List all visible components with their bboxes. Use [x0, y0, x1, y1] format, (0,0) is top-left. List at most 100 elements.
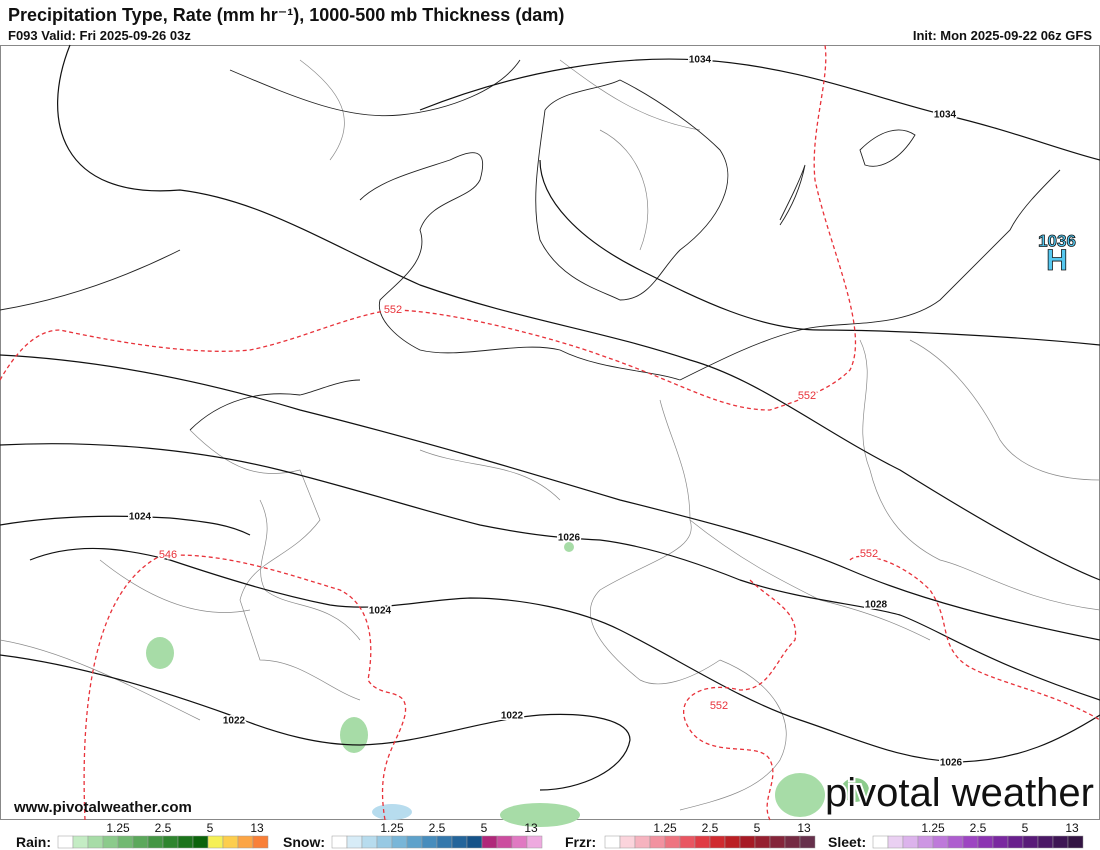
legend-swatch: [451, 835, 468, 849]
legend-tick: 1.25: [653, 821, 677, 835]
isobar: [419, 58, 1100, 161]
coastlines: [0, 59, 1061, 431]
valid-time: F093 Valid: Fri 2025-09-26 03z: [8, 28, 191, 43]
isobar: [539, 159, 1100, 346]
legend-swatch: [177, 835, 194, 849]
coastline: [0, 59, 521, 311]
legend-swatch: [932, 835, 949, 849]
thickness-line: [849, 555, 1100, 721]
legend-swatch: [784, 835, 801, 849]
thickness-line: [83, 554, 407, 821]
legend-swatch: [1052, 835, 1069, 849]
legend-swatch: [466, 835, 483, 849]
legend-swatch: [496, 835, 513, 849]
coastline: [189, 379, 361, 431]
legend-tick: 1.25: [921, 821, 945, 835]
coastline: [359, 152, 681, 381]
legend-tick: 2.5: [429, 821, 446, 835]
legend-swatch: [887, 835, 904, 849]
legend-label: Frzr:: [565, 834, 596, 850]
legend-label: Sleet:: [828, 834, 866, 850]
legend-label: Snow:: [283, 834, 325, 850]
watermark-url: www.pivotalweather.com: [13, 799, 192, 816]
legend-swatch: [162, 835, 179, 849]
precipitation: [146, 542, 869, 827]
legend-swatch: [102, 835, 119, 849]
legend-swatch: [1007, 835, 1024, 849]
rain-area: [841, 778, 869, 802]
rain-area: [146, 637, 174, 669]
legend-swatch: [917, 835, 934, 849]
coastline: [535, 79, 729, 301]
legend-swatch: [992, 835, 1009, 849]
legend-swatch: [331, 835, 348, 849]
pressure-label: 1026: [940, 758, 963, 769]
legend-swatch: [977, 835, 994, 849]
border: [859, 339, 1100, 611]
legend-label: Rain:: [16, 834, 51, 850]
isobar: [0, 354, 1100, 641]
legend-swatch: [739, 835, 756, 849]
legend-swatch: [406, 835, 423, 849]
isobar: [0, 443, 1100, 701]
border: [189, 429, 361, 701]
pressure-label: 1024: [369, 606, 392, 617]
legend-tick: 13: [524, 821, 538, 835]
legend-swatch: [207, 835, 224, 849]
pressure-label: 1026: [558, 533, 581, 544]
legend-swatch: [481, 835, 498, 849]
legend-swatch: [117, 835, 134, 849]
legend-swatch: [902, 835, 919, 849]
title: Precipitation Type, Rate (mm hr⁻¹), 1000…: [8, 5, 564, 25]
legend-swatch: [361, 835, 378, 849]
thickness-label: 552: [384, 304, 402, 316]
thickness-line: [0, 44, 857, 411]
legend-swatch: [649, 835, 666, 849]
coastline: [779, 129, 916, 226]
legend-swatch: [57, 835, 74, 849]
legend-swatch: [376, 835, 393, 849]
thickness-label: 552: [798, 390, 816, 402]
legend-swatch: [132, 835, 149, 849]
contour-labels: 1034 1034 1024 1026 1024 1028 1022 1022 1026 552 5…: [127, 53, 964, 770]
legend-tick: 2.5: [702, 821, 719, 835]
legend-swatch: [72, 835, 89, 849]
watermark-logo: pivotal weather: [825, 771, 1094, 815]
pressure-label: 1028: [865, 600, 888, 611]
pressure-label: 1022: [501, 711, 524, 722]
legend-tick: 5: [1022, 821, 1029, 835]
legend-swatch: [421, 835, 438, 849]
legend-swatch: [754, 835, 771, 849]
legend-swatch: [1037, 835, 1054, 849]
legend-swatch: [664, 835, 681, 849]
legend-swatch: [391, 835, 408, 849]
rain-area: [500, 803, 580, 827]
legend-tick: 13: [797, 821, 811, 835]
init-time: Init: Mon 2025-09-22 06z GFS: [913, 28, 1092, 43]
thickness-label: 546: [159, 549, 177, 561]
border: [909, 339, 1100, 481]
legend-swatch: [1022, 835, 1039, 849]
isobar: [0, 654, 631, 791]
legend-tick: 13: [1065, 821, 1079, 835]
legend-swatch: [511, 835, 528, 849]
border: [299, 59, 701, 251]
legend-tick: 5: [207, 821, 214, 835]
legend-swatch: [694, 835, 711, 849]
isobars: [0, 44, 1100, 791]
legend-swatch: [709, 835, 726, 849]
legend-swatch: [147, 835, 164, 849]
high-center: 1036 H: [1038, 231, 1077, 277]
legend-swatch: [872, 835, 889, 849]
border: [0, 449, 561, 721]
border: [679, 659, 787, 811]
pressure-label: 1034: [689, 55, 712, 66]
legend-swatch: [679, 835, 696, 849]
legend-swatch: [87, 835, 104, 849]
legend-swatch: [962, 835, 979, 849]
thickness-line: [683, 579, 797, 821]
legend-swatch: [346, 835, 363, 849]
